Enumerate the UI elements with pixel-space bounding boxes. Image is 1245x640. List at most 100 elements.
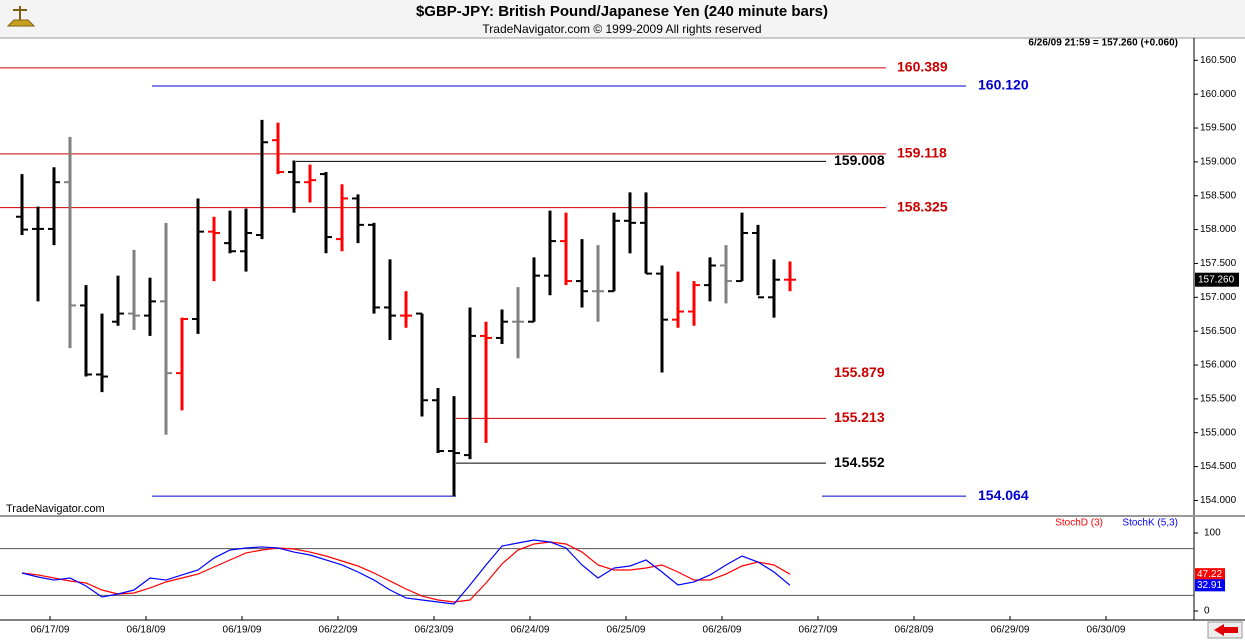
x-tick-label: 06/30/09 bbox=[1087, 625, 1126, 636]
ohlc-bar bbox=[464, 307, 476, 460]
ohlc-bar bbox=[496, 309, 508, 345]
y-tick-label: 156.000 bbox=[1200, 360, 1237, 371]
ohlc-bar bbox=[176, 317, 188, 411]
logo bbox=[6, 6, 36, 27]
ohlc-bar bbox=[224, 210, 236, 254]
ohlc-bar bbox=[624, 192, 636, 254]
x-tick-label: 06/28/09 bbox=[895, 625, 934, 636]
y-tick-label: 155.500 bbox=[1200, 394, 1237, 405]
last-value-label: 32.91 bbox=[1197, 580, 1222, 591]
watermark: TradeNavigator.com bbox=[6, 503, 105, 515]
ohlc-bar bbox=[240, 208, 252, 272]
ohlc-bar bbox=[208, 216, 220, 282]
ohlc-bar bbox=[656, 265, 668, 373]
ohlc-bar bbox=[736, 212, 748, 283]
ohlc-bar bbox=[544, 210, 556, 296]
x-tick-label: 06/23/09 bbox=[415, 625, 454, 636]
x-tick-label: 06/25/09 bbox=[607, 625, 646, 636]
ohlc-bar bbox=[528, 257, 540, 323]
ohlc-bar bbox=[512, 287, 524, 359]
level-label: 155.879 bbox=[834, 364, 885, 380]
last-quote: 6/26/09 21:59 = 157.260 (+0.060) bbox=[1028, 38, 1178, 49]
x-tick-label: 06/29/09 bbox=[991, 625, 1030, 636]
x-tick-label: 06/17/09 bbox=[31, 625, 70, 636]
ohlc-bar bbox=[352, 194, 364, 244]
ohlc-bar bbox=[32, 206, 44, 302]
legend-entry: StochK (5,3) bbox=[1122, 518, 1178, 529]
ohlc-bar bbox=[768, 259, 780, 318]
ohlc-bar bbox=[64, 136, 76, 349]
ohlc-bar bbox=[608, 212, 620, 293]
ohlc-bar bbox=[672, 271, 684, 328]
ohlc-bar bbox=[784, 261, 796, 292]
ohlc-bar bbox=[144, 277, 156, 336]
ohlc-bar bbox=[320, 172, 332, 254]
stoch-line bbox=[21, 541, 791, 603]
ohlc-bar bbox=[272, 122, 284, 175]
ohlc-bar bbox=[16, 174, 28, 236]
ohlc-bar bbox=[720, 245, 732, 304]
nav-arrow[interactable] bbox=[1207, 621, 1243, 639]
ohlc-bar bbox=[592, 245, 604, 322]
x-tick-label: 06/26/09 bbox=[703, 625, 742, 636]
y-tick-label: 158.500 bbox=[1200, 190, 1237, 201]
level-label: 158.325 bbox=[897, 198, 948, 214]
ohlc-bar bbox=[576, 239, 588, 308]
last-value-label: 47.22 bbox=[1197, 569, 1222, 580]
ohlc-bar bbox=[288, 160, 300, 213]
chart-subtitle: TradeNavigator.com © 1999-2009 All right… bbox=[482, 22, 761, 36]
ohlc-bar bbox=[160, 222, 172, 435]
stoch-line bbox=[21, 539, 791, 605]
ohlc-bar bbox=[416, 312, 428, 417]
y-tick-label: 154.500 bbox=[1200, 461, 1237, 472]
y-tick-label: 157.000 bbox=[1200, 292, 1237, 303]
ohlc-bar bbox=[752, 224, 764, 299]
chart-title: $GBP-JPY: British Pound/Japanese Yen (24… bbox=[416, 3, 828, 20]
ohlc-bar bbox=[560, 212, 572, 286]
level-label: 160.120 bbox=[978, 77, 1029, 93]
y-tick-label: 100 bbox=[1204, 528, 1221, 539]
level-label: 155.213 bbox=[834, 409, 885, 425]
level-label: 160.389 bbox=[897, 59, 948, 75]
ohlc-bar bbox=[336, 184, 348, 252]
y-tick-label: 160.500 bbox=[1200, 55, 1237, 66]
level-label: 154.552 bbox=[834, 454, 885, 470]
ohlc-bar bbox=[384, 259, 396, 340]
last-value-box bbox=[1195, 568, 1225, 581]
y-tick-label: 159.500 bbox=[1200, 123, 1237, 134]
x-tick-label: 06/24/09 bbox=[511, 625, 550, 636]
last-price-box bbox=[1195, 272, 1239, 287]
ohlc-bar bbox=[480, 321, 492, 443]
ohlc-bar bbox=[128, 249, 140, 330]
ohlc-bar bbox=[704, 257, 716, 302]
ohlc-bar bbox=[400, 291, 412, 328]
ohlc-bar bbox=[192, 198, 204, 334]
ohlc-bar bbox=[640, 192, 652, 275]
level-label: 159.008 bbox=[834, 152, 885, 168]
ohlc-bar bbox=[112, 275, 124, 326]
x-tick-label: 06/22/09 bbox=[319, 625, 358, 636]
x-tick-label: 06/27/09 bbox=[799, 625, 838, 636]
y-tick-label: 155.000 bbox=[1200, 427, 1237, 438]
y-tick-label: 160.000 bbox=[1200, 89, 1237, 100]
header-bar bbox=[0, 0, 1245, 38]
ohlc-bar bbox=[256, 119, 268, 240]
last-value-box bbox=[1195, 579, 1225, 592]
ohlc-bar bbox=[448, 396, 460, 497]
y-tick-label: 157.500 bbox=[1200, 258, 1237, 269]
y-tick-label: 154.000 bbox=[1200, 495, 1237, 506]
x-tick-label: 06/18/09 bbox=[127, 625, 166, 636]
y-tick-label: 0 bbox=[1204, 606, 1210, 617]
level-label: 154.064 bbox=[978, 487, 1029, 503]
x-tick-label: 06/19/09 bbox=[223, 625, 262, 636]
ohlc-bar bbox=[48, 167, 60, 246]
ohlc-bar bbox=[304, 164, 316, 203]
ohlc-bar bbox=[96, 313, 108, 393]
y-tick-label: 158.000 bbox=[1200, 224, 1237, 235]
y-tick-label: 159.000 bbox=[1200, 157, 1237, 168]
ohlc-bar bbox=[432, 388, 444, 454]
last-price-label: 157.260 bbox=[1198, 274, 1235, 285]
ohlc-bar bbox=[80, 285, 92, 377]
